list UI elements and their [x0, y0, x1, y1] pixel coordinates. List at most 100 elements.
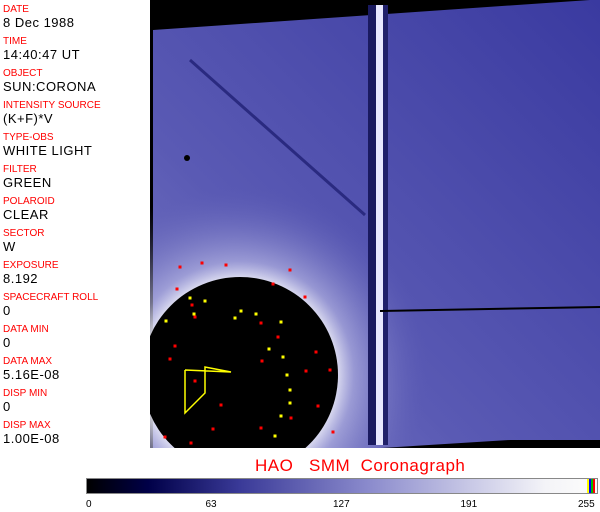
- field-label: SECTOR: [3, 228, 45, 239]
- red-marker: [211, 427, 215, 431]
- field-value: 5.16E-08: [3, 367, 60, 382]
- chart-title: HAO SMM Coronagraph: [255, 456, 466, 475]
- field-value: CLEAR: [3, 207, 49, 222]
- field-value: 0: [3, 335, 11, 350]
- yellow-marker: [279, 414, 283, 418]
- field-label: INTENSITY SOURCE: [3, 100, 101, 111]
- red-marker: [316, 404, 320, 408]
- yellow-marker: [285, 373, 289, 377]
- field-value: 0: [3, 399, 11, 414]
- colorbar-tick-label: 0: [86, 499, 92, 510]
- field-label: FILTER: [3, 164, 37, 175]
- yellow-marker: [279, 320, 283, 324]
- yellow-marker: [233, 316, 237, 320]
- field-label: OBJECT: [3, 68, 43, 79]
- red-marker: [219, 403, 223, 407]
- red-marker: [173, 344, 177, 348]
- field-value: 14:40:47 UT: [3, 47, 81, 62]
- red-marker: [276, 335, 280, 339]
- colorbar-tick-label: 255: [578, 499, 595, 510]
- red-marker: [193, 379, 197, 383]
- field-value: 0: [3, 303, 11, 318]
- red-marker: [178, 265, 182, 269]
- yellow-marker: [254, 312, 258, 316]
- red-marker: [168, 357, 172, 361]
- red-marker: [200, 261, 204, 265]
- red-marker: [259, 321, 263, 325]
- red-marker: [175, 287, 179, 291]
- red-marker: [271, 282, 275, 286]
- field-filter: FILTER GREEN: [3, 164, 52, 190]
- colorbar-swatch: [593, 479, 595, 493]
- marker-points: [163, 261, 335, 445]
- yellow-marker: [164, 319, 168, 323]
- field-exposure: EXPOSURE 8.192: [3, 260, 59, 286]
- field-label: DATA MAX: [3, 356, 53, 367]
- colorbar-tick-label: 127: [333, 499, 350, 510]
- bright-streak: [376, 5, 383, 445]
- yellow-marker: [188, 296, 192, 300]
- red-marker: [193, 315, 197, 319]
- coronagraph-image: [150, 0, 600, 448]
- streamer-line: [189, 58, 366, 217]
- colorbar: [86, 478, 598, 494]
- field-sector: SECTOR W: [3, 228, 45, 254]
- field-label: DATE: [3, 4, 29, 15]
- colorbar-swatch: [591, 479, 593, 493]
- field-label: TIME: [3, 36, 27, 47]
- colorbar-swatch: [589, 479, 591, 493]
- red-marker: [163, 435, 167, 439]
- field-label: DISP MIN: [3, 388, 48, 399]
- field-value: SUN:CORONA: [3, 79, 97, 94]
- red-marker: [224, 263, 228, 267]
- red-marker: [303, 295, 307, 299]
- yellow-marker: [239, 309, 243, 313]
- field-label: EXPOSURE: [3, 260, 59, 271]
- field-value: W: [3, 239, 16, 254]
- field-object: OBJECT SUN:CORONA: [3, 68, 96, 94]
- field-value: 8 Dec 1988: [3, 15, 75, 30]
- red-marker: [304, 369, 308, 373]
- yellow-marker: [203, 299, 207, 303]
- field-disp-min: DISP MIN 0: [3, 388, 47, 414]
- red-marker: [331, 430, 335, 434]
- field-label: DISP MAX: [3, 420, 51, 431]
- field-data-min: DATA MIN 0: [3, 324, 49, 350]
- yellow-marker: [192, 312, 196, 316]
- yellow-marker: [288, 401, 292, 405]
- field-value: 8.192: [3, 271, 39, 286]
- red-marker: [314, 350, 318, 354]
- red-marker: [328, 368, 332, 372]
- field-polaroid: POLAROID CLEAR: [3, 196, 55, 222]
- field-time: TIME 14:40:47 UT: [3, 36, 80, 62]
- yellow-marker: [288, 388, 292, 392]
- yellow-marker: [273, 434, 277, 438]
- field-value: (K+F)*V: [3, 111, 54, 126]
- field-date: DATE 8 Dec 1988: [3, 4, 75, 30]
- field-intensity-source: INTENSITY SOURCE (K+F)*V: [3, 100, 101, 126]
- sector-outline: [184, 366, 232, 415]
- colorbar-tick-label: 191: [460, 499, 478, 510]
- red-marker: [190, 303, 194, 307]
- occulter-disk: [150, 277, 338, 448]
- field-label: TYPE-OBS: [3, 132, 54, 143]
- field-data-max: DATA MAX 5.16E-08: [3, 356, 60, 382]
- yellow-marker: [267, 347, 271, 351]
- field-label: POLAROID: [3, 196, 55, 207]
- colorbar-swatch: [587, 479, 589, 493]
- yellow-marker: [281, 355, 285, 359]
- field-value: WHITE LIGHT: [3, 143, 93, 158]
- red-marker: [289, 416, 293, 420]
- dark-pylon: [368, 5, 376, 445]
- field-label: SPACECRAFT ROLL: [3, 292, 99, 303]
- header-info-panel: DATE 8 Dec 1988 TIME 14:40:47 UT OBJECT SUN:C…: [0, 0, 150, 448]
- red-marker: [189, 441, 193, 445]
- field-spacecraft-roll: SPACECRAFT ROLL 0: [3, 292, 98, 318]
- field-value: 1.00E-08: [3, 431, 60, 446]
- red-marker: [260, 359, 264, 363]
- red-marker: [259, 426, 263, 430]
- field-type-obs: TYPE-OBS WHITE LIGHT: [3, 132, 92, 158]
- red-marker: [288, 268, 292, 272]
- colorbar-tick-label: 63: [205, 499, 217, 510]
- field-value: GREEN: [3, 175, 52, 190]
